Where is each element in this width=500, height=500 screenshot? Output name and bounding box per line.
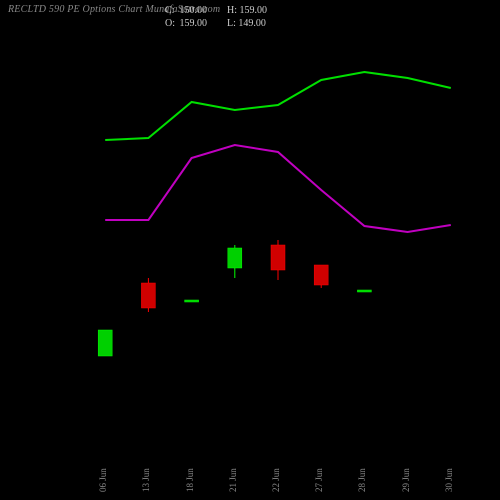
chart-plot — [0, 0, 500, 500]
candle-body — [185, 300, 199, 302]
candle-body — [98, 330, 112, 356]
candle-body — [141, 283, 155, 308]
x-axis-labels: 06 Jun 13 Jun 18 Jun 21 Jun 22 Jun 27 Jun 28 J… — [0, 432, 500, 492]
line-series — [105, 145, 451, 232]
candle-body — [271, 245, 285, 270]
x-tick-label: 06 Jun — [98, 468, 108, 492]
x-tick-label: 18 Jun — [185, 468, 195, 492]
x-tick-label: 30 Jun — [444, 468, 454, 492]
x-tick-label: 21 Jun — [228, 468, 238, 492]
x-tick-label: 13 Jun — [141, 468, 151, 492]
x-tick-label: 27 Jun — [314, 468, 324, 492]
x-tick-label: 28 Jun — [357, 468, 367, 492]
candle-body — [228, 248, 242, 268]
candle-body — [314, 265, 328, 285]
x-tick-label: 22 Jun — [271, 468, 281, 492]
x-tick-label: 29 Jun — [401, 468, 411, 492]
line-series — [105, 72, 451, 140]
candle-body — [357, 290, 371, 292]
